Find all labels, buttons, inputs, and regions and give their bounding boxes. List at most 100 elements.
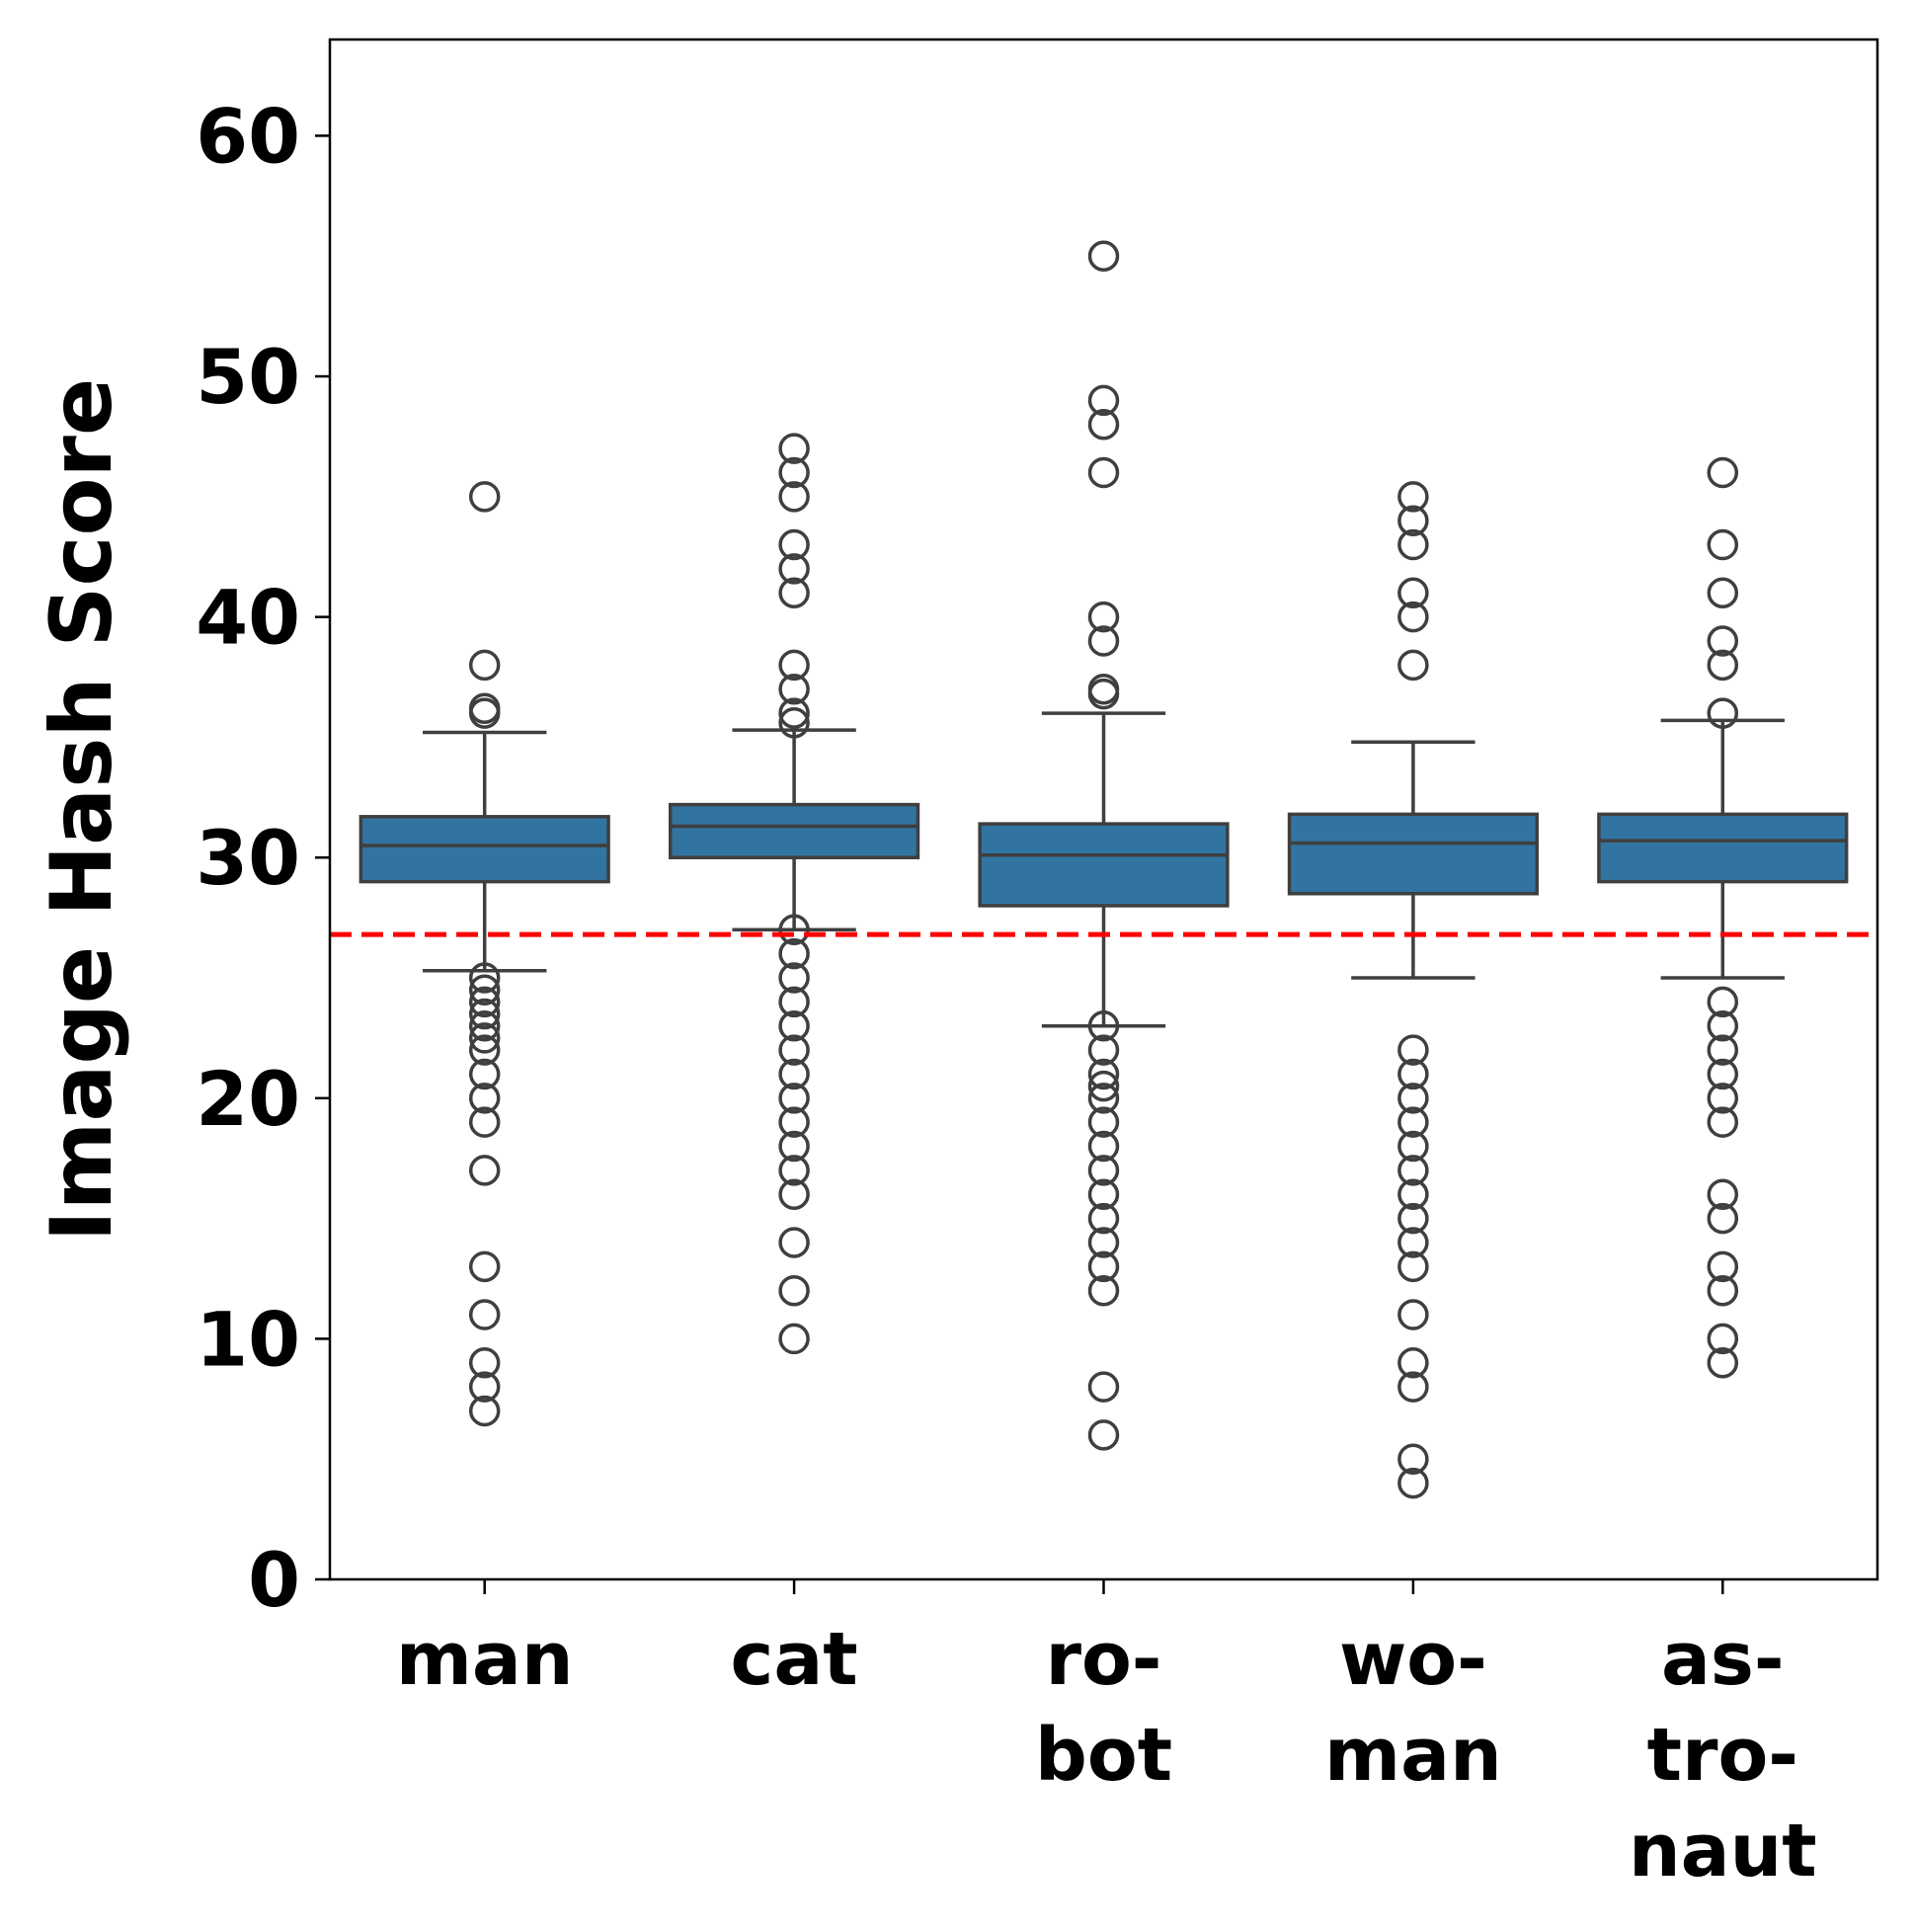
outlier bbox=[1707, 1083, 1739, 1114]
outlier bbox=[468, 1250, 501, 1283]
outlier bbox=[778, 673, 810, 705]
plot-frame bbox=[328, 38, 1879, 1581]
outlier bbox=[778, 1227, 810, 1258]
y-tick-label: 60 bbox=[196, 92, 300, 180]
outlier bbox=[778, 707, 810, 739]
y-tick-label: 50 bbox=[196, 333, 300, 421]
outlier bbox=[1397, 1371, 1429, 1403]
outlier bbox=[1397, 1467, 1429, 1499]
outlier bbox=[468, 962, 501, 994]
outlier bbox=[468, 1106, 501, 1138]
outlier bbox=[778, 914, 810, 946]
outlier bbox=[778, 1323, 810, 1355]
outlier bbox=[468, 1155, 501, 1186]
outlier bbox=[1707, 1178, 1739, 1210]
box bbox=[668, 802, 920, 859]
y-tick-label: 40 bbox=[196, 574, 300, 662]
outlier bbox=[1397, 1299, 1429, 1330]
outlier bbox=[1087, 1371, 1120, 1403]
outlier bbox=[778, 962, 810, 994]
box bbox=[1287, 812, 1540, 896]
outlier bbox=[778, 1178, 810, 1210]
outlier bbox=[1397, 1058, 1429, 1090]
y-axis-label: Image Hash Score bbox=[33, 378, 131, 1243]
y-tick-label: 20 bbox=[196, 1055, 300, 1143]
outlier bbox=[1707, 1347, 1739, 1379]
outlier bbox=[1397, 1347, 1429, 1379]
outlier bbox=[778, 481, 810, 513]
outlier bbox=[468, 974, 501, 1006]
outlier bbox=[1397, 1083, 1429, 1114]
outlier bbox=[468, 697, 501, 729]
outlier bbox=[1087, 1250, 1120, 1283]
outlier bbox=[1707, 1323, 1739, 1355]
outlier bbox=[778, 649, 810, 682]
outlier bbox=[778, 1009, 810, 1042]
outlier bbox=[1087, 1274, 1120, 1307]
outlier bbox=[778, 528, 810, 561]
outlier bbox=[468, 481, 501, 513]
outlier bbox=[1087, 1130, 1120, 1163]
outlier bbox=[1707, 577, 1739, 609]
outlier bbox=[1087, 1106, 1120, 1138]
outlier bbox=[1087, 1155, 1120, 1186]
outlier bbox=[778, 456, 810, 489]
x-tick-label: naut bbox=[1629, 1809, 1817, 1893]
outlier bbox=[1707, 528, 1739, 561]
outlier bbox=[1087, 1083, 1120, 1114]
outlier bbox=[1087, 1202, 1120, 1235]
outlier bbox=[1707, 625, 1739, 657]
outlier bbox=[1397, 1130, 1429, 1163]
outlier bbox=[468, 1299, 501, 1330]
outlier bbox=[778, 1130, 810, 1163]
outlier bbox=[1397, 1250, 1429, 1283]
outlier bbox=[1707, 649, 1739, 682]
box bbox=[1597, 812, 1849, 884]
x-tick-label: cat bbox=[731, 1617, 858, 1702]
outlier bbox=[1707, 1009, 1739, 1042]
outlier bbox=[1707, 456, 1739, 489]
outlier bbox=[1397, 1155, 1429, 1186]
outlier bbox=[778, 697, 810, 729]
outlier bbox=[778, 937, 810, 970]
outlier bbox=[1397, 1443, 1429, 1475]
outlier bbox=[1087, 1227, 1120, 1258]
outlier bbox=[1707, 986, 1739, 1018]
outlier bbox=[1397, 505, 1429, 536]
outlier bbox=[1087, 625, 1120, 657]
x-tick-label: tro- bbox=[1647, 1713, 1798, 1798]
outlier bbox=[1707, 1202, 1739, 1235]
outlier bbox=[1087, 1178, 1120, 1210]
outlier bbox=[468, 1371, 501, 1403]
outlier bbox=[468, 1395, 501, 1427]
outlier bbox=[1087, 601, 1120, 633]
box bbox=[359, 815, 610, 884]
outlier bbox=[468, 1083, 501, 1114]
outlier bbox=[1707, 1034, 1739, 1066]
outlier bbox=[778, 577, 810, 609]
outlier bbox=[1397, 601, 1429, 633]
outlier bbox=[1397, 1178, 1429, 1210]
outlier bbox=[778, 553, 810, 585]
outlier bbox=[1707, 1274, 1739, 1307]
outlier bbox=[1397, 649, 1429, 682]
outlier bbox=[778, 1155, 810, 1186]
outlier bbox=[778, 1058, 810, 1090]
outlier bbox=[1397, 528, 1429, 561]
outlier bbox=[1087, 1419, 1120, 1451]
outlier bbox=[778, 986, 810, 1018]
outlier bbox=[1087, 678, 1120, 710]
outlier bbox=[1397, 577, 1429, 609]
x-tick-label: ro- bbox=[1045, 1617, 1161, 1702]
y-tick-label: 10 bbox=[196, 1295, 300, 1383]
outlier bbox=[1397, 1034, 1429, 1066]
box bbox=[978, 822, 1230, 908]
x-tick-label: as- bbox=[1661, 1617, 1785, 1702]
x-tick-label: man bbox=[1324, 1713, 1502, 1798]
outlier bbox=[468, 649, 501, 682]
outlier bbox=[778, 1083, 810, 1114]
outlier bbox=[1397, 1106, 1429, 1138]
outlier bbox=[1087, 384, 1120, 417]
outlier bbox=[1087, 1070, 1120, 1102]
